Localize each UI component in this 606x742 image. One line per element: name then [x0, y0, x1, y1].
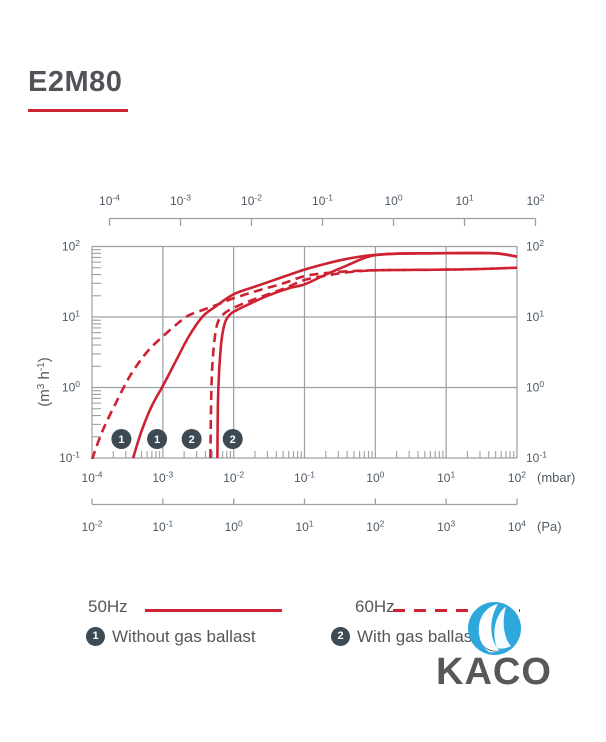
mbar-tick-label: 10-4: [82, 470, 103, 486]
curve-marker-label: 2: [189, 434, 195, 446]
curve-marker-2: [222, 428, 243, 449]
curve-marker-2: [181, 428, 202, 449]
legend-50hz-label: 50Hz: [88, 597, 128, 616]
mbar-tick-label: 10-1: [294, 470, 315, 486]
kaco-logo-mark: [468, 602, 521, 655]
legend-note-with-ballast: With gas ballast: [357, 627, 477, 646]
legend-60hz-label: 60Hz: [355, 597, 395, 616]
curve-marker-label: 1: [154, 434, 160, 446]
top-axis-tick-label: 101: [455, 193, 473, 209]
mbar-tick-label: 100: [366, 470, 384, 486]
legend-marker-1-badge: 1: [86, 627, 105, 646]
pa-tick-label: 103: [437, 519, 455, 535]
series-2-curve: [91, 266, 518, 459]
pa-unit-label: (Pa): [537, 519, 562, 534]
top-axis-tick-label: 10-3: [170, 193, 191, 209]
mbar-axis-labels: 10-4 10-3 10-2 10-1 100 101 102 (mbar): [82, 470, 576, 486]
y-tick-label-right: 101: [526, 309, 544, 325]
curves: [91, 251, 518, 459]
pa-tick-label: 100: [225, 519, 243, 535]
y-axis-title: (m3 h-1): [36, 357, 53, 406]
curve-marker-1: [147, 428, 168, 449]
kaco-logo: KACO: [436, 598, 596, 708]
y-axis-labels: 10-1 10-1 100 100 101 101 102 102: [59, 238, 547, 465]
pa-tick-label: 102: [366, 519, 384, 535]
series-0-curve: [131, 251, 518, 459]
pa-tick-label: 104: [508, 519, 526, 535]
mbar-tick-label: 102: [508, 470, 526, 486]
top-axis-tick-label: 100: [384, 193, 402, 209]
title-underline: [28, 109, 128, 112]
grid: [91, 245, 518, 459]
y-tick-label-left: 100: [62, 379, 80, 395]
legend-marker-2-badge: 2: [331, 627, 350, 646]
top-axis-tick-label: 10-2: [241, 193, 262, 209]
legend-50hz-line-sample: [145, 609, 282, 612]
top-axis-tick-label: 102: [526, 193, 544, 209]
curve-marker-label: 1: [118, 434, 124, 446]
top-axis-tick-label: 10-4: [99, 193, 120, 209]
legend-note-without-ballast: Without gas ballast: [112, 627, 256, 646]
y-tick-label-left: 10-1: [59, 450, 80, 466]
curve-marker-1: [111, 428, 132, 449]
y-tick-label-left: 102: [62, 238, 80, 254]
top-axis-tick-label: 10-1: [312, 193, 333, 209]
curve-markers: 1 1 2 2: [111, 428, 243, 449]
series-3-curve: [209, 266, 518, 459]
legend-60hz-line-sample: [393, 609, 520, 612]
kaco-logo-text: KACO: [436, 651, 552, 693]
y-tick-label-right: 10-1: [526, 450, 547, 466]
series-1-curve: [216, 251, 518, 459]
page-title: E2M80: [28, 66, 123, 98]
pa-tick-label: 10-2: [82, 519, 103, 535]
pa-tick-label: 10-1: [152, 519, 173, 535]
y-tick-label-right: 100: [526, 379, 544, 395]
mbar-tick-label: 101: [437, 470, 455, 486]
top-axis: 10-4 10-3 10-2 10-1 100 101 102: [99, 193, 545, 226]
curve-marker-label: 2: [230, 434, 236, 446]
mbar-unit-label: (mbar): [537, 470, 575, 485]
pa-tick-label: 101: [295, 519, 313, 535]
y-tick-label-right: 102: [526, 238, 544, 254]
y-tick-label-left: 101: [62, 309, 80, 325]
pa-axis: 10-2 10-1 100 101 102 103 104 (Pa): [82, 498, 562, 535]
minor-ticks: [92, 249, 515, 458]
mbar-tick-label: 10-2: [223, 470, 244, 486]
mbar-tick-label: 10-3: [152, 470, 173, 486]
